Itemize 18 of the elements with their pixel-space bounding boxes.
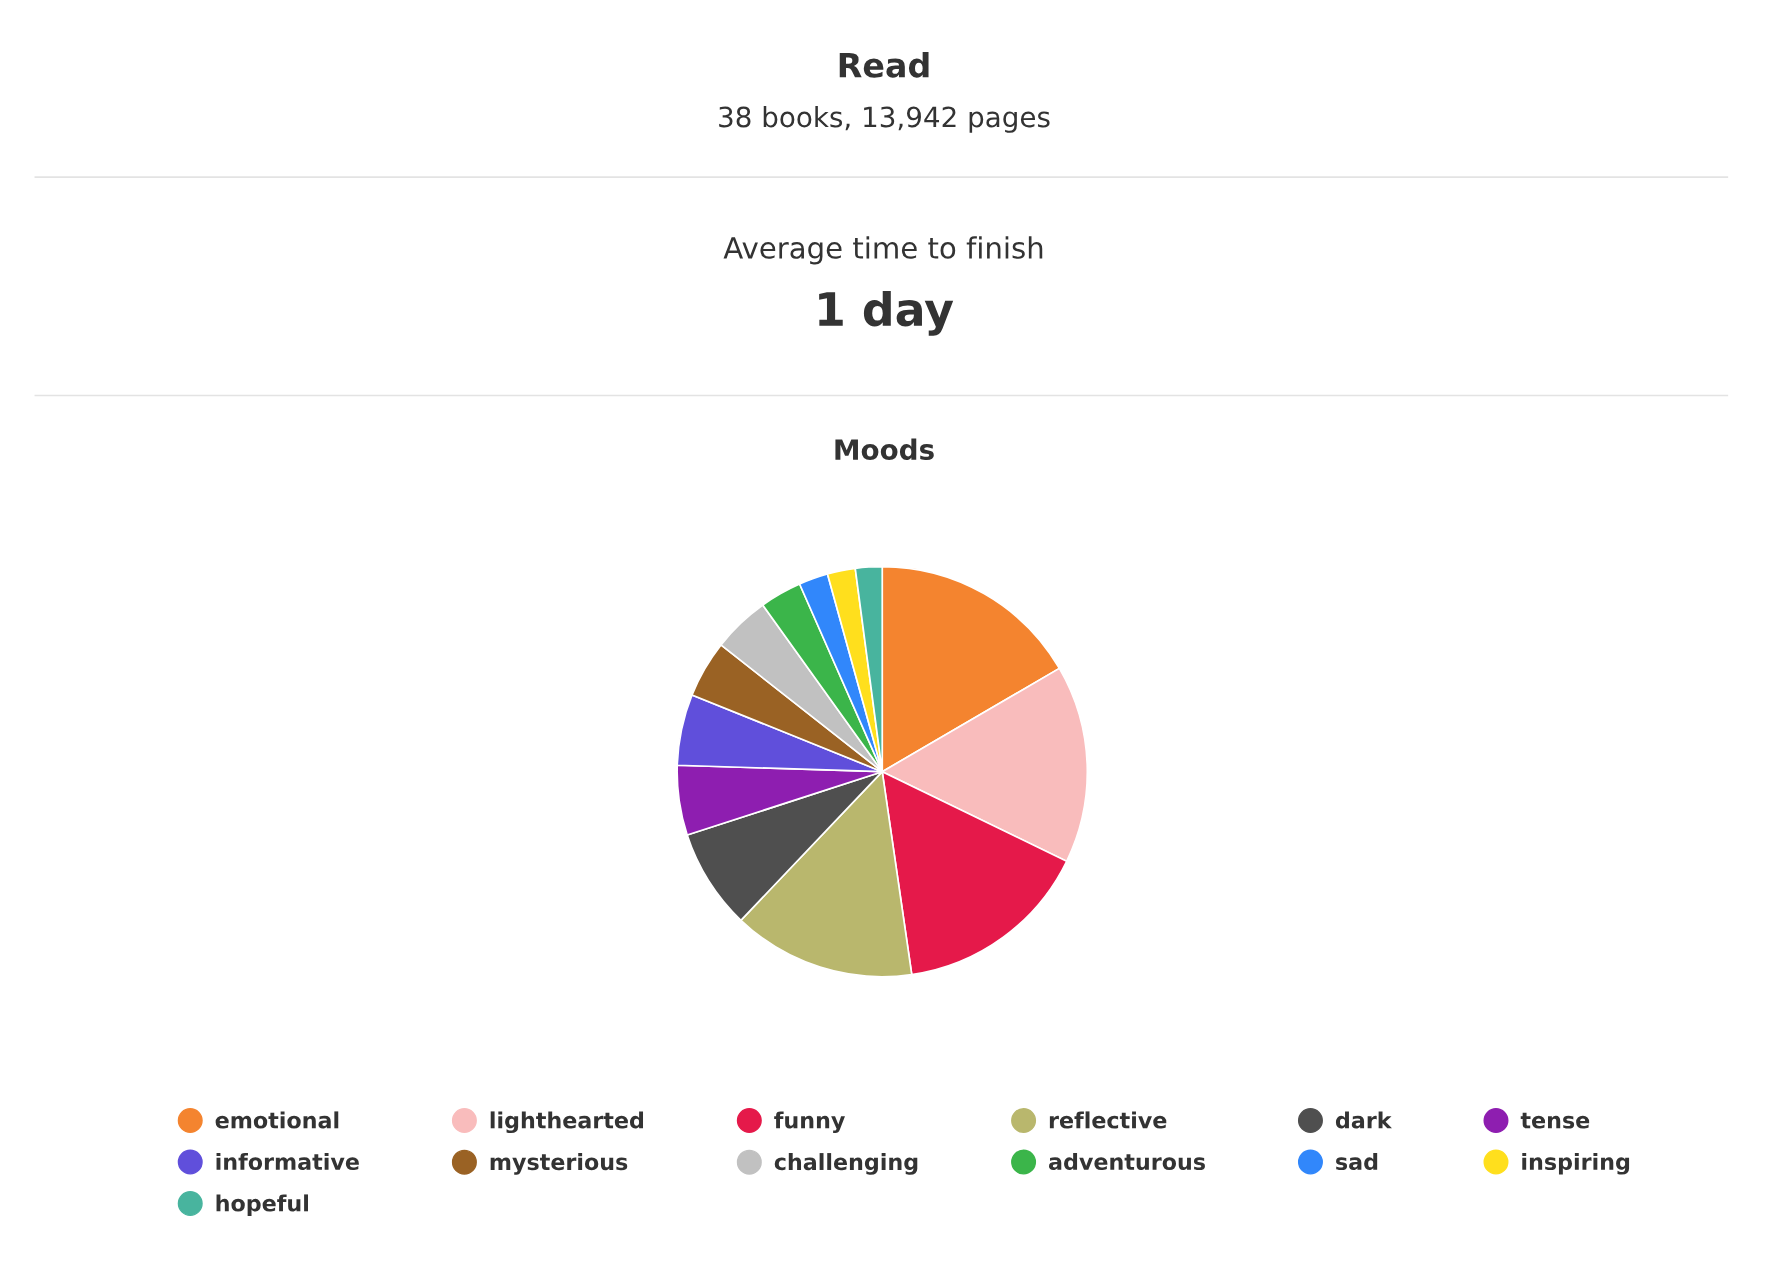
legend-label: challenging bbox=[774, 1153, 918, 1175]
chart-title: Moods bbox=[835, 438, 934, 461]
legend-label: sad bbox=[1336, 1152, 1378, 1171]
legend-label: inspiring bbox=[1522, 1152, 1630, 1175]
legend-label: emotional bbox=[215, 1111, 339, 1129]
text: 1 day bbox=[819, 290, 954, 336]
legend-label: funny bbox=[774, 1111, 845, 1134]
text: 38 books, 13,942 pages bbox=[719, 105, 1050, 133]
legend-label: adventurous bbox=[1048, 1152, 1205, 1171]
legend-label: dark bbox=[1335, 1111, 1392, 1129]
legend-label: reflective bbox=[1049, 1111, 1167, 1129]
legend-label: hopeful bbox=[216, 1194, 308, 1216]
legend-label: lighthearted bbox=[490, 1111, 644, 1134]
legend-label: informative bbox=[216, 1152, 359, 1171]
text: Read bbox=[839, 51, 929, 78]
text: Average time to finish bbox=[723, 236, 1043, 265]
legend-label: mysterious bbox=[490, 1153, 628, 1175]
legend-label: tense bbox=[1520, 1112, 1590, 1129]
